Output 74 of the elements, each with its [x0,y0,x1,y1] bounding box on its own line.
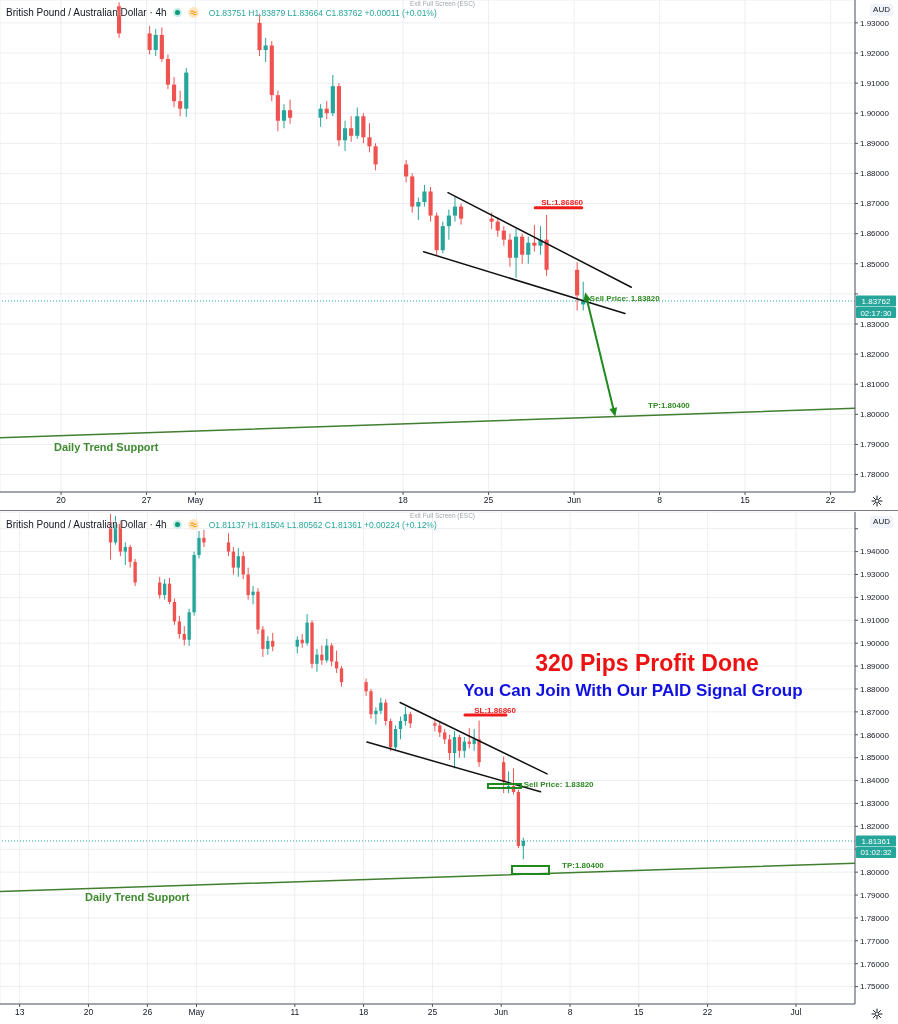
x-tick-label: 22 [825,495,836,506]
y-tick-label: 1.93000 [860,18,890,28]
y-axis-title: AUD [873,517,890,526]
y-tick-label: 1.82000 [860,349,890,359]
x-tick-label: Jul [790,1007,802,1018]
x-tick-label: May [187,495,205,506]
y-tick-label: 1.87000 [860,199,890,209]
x-tick-label: 27 [141,495,152,506]
ref-line-label: 1.83762 [861,296,892,306]
y-tick-label: 1.81000 [860,380,890,390]
y-tick-label: 1.89000 [860,139,890,149]
x-tick-label: 13 [14,1007,25,1018]
y-tick-label: 1.76000 [860,959,890,969]
y-tick-label: 1.80000 [860,410,890,420]
y-tick-label: 1.78000 [860,470,890,480]
y-tick-label: 1.75000 [860,982,890,992]
y-tick-label: 1.82000 [860,822,890,832]
y-axis-title: AUD [873,5,890,14]
y-tick-label: 1.85000 [860,753,890,763]
x-tick-label: 22 [702,1007,713,1018]
x-tick-label: 20 [56,495,67,506]
y-tick-label: 1.91000 [860,78,890,88]
y-tick-label: 1.88000 [860,684,890,694]
text: 02:17:30 [860,308,893,318]
y-tick-label: 1.83000 [860,799,890,809]
y-tick-label: 1.88000 [860,169,890,179]
y-tick-label: 1.89000 [860,661,890,671]
y-tick-label: 1.79000 [860,440,890,450]
y-tick-label: 1.87000 [860,707,890,717]
y-tick-label: 1.84000 [860,776,890,786]
x-tick-label: 11 [313,495,323,506]
y-tick-label: 1.83000 [860,319,890,329]
x-tick-label: 18 [398,495,409,506]
y-tick-label: 1.85000 [860,259,890,269]
x-tick-label: Jun [494,1007,509,1018]
x-tick-label: 15 [740,495,751,506]
annotation: Sell Price: 1.83820 [523,779,595,789]
annotation: Daily Trend Support [85,891,190,903]
x-tick-label: 15 [634,1007,644,1018]
x-tick-label: 25 [427,1007,438,1018]
x-tick-label: 11 [290,1007,300,1018]
x-tick-label: May [188,1007,206,1018]
y-tick-label: 1.94000 [860,547,890,557]
x-tick-label: Jun [567,495,582,506]
annotation: Sell Price: 1.83820 [589,293,661,303]
y-tick-label: 1.78000 [860,913,890,923]
y-tick-label: 1.86000 [860,229,890,239]
x-tick-label: 8 [567,1007,573,1018]
annotation: You Can Join With Our PAID Signal Group [463,681,803,700]
annotation: O1.83751 H1.83879 L1.83664 C1.83762 +0.00011 (+0.01%) [208,7,437,18]
y-tick-label: 1.90000 [860,109,890,119]
ref-line-label: 1.81361 [861,836,892,846]
y-tick-label: 1.77000 [860,936,890,946]
y-tick-label: 1.92000 [860,593,890,603]
y-tick-label: 1.91000 [860,616,890,626]
annotation: O1.81137 H1.81504 L1.80562 C1.81361 +0.00224 (+0.12%) [208,519,437,530]
annotation: TP:1.80400 [562,860,605,870]
x-tick-label: 8 [657,495,663,506]
annotation: SL:1.86860 [541,197,584,207]
y-tick-label: 1.79000 [860,890,890,900]
y-tick-label: 1.90000 [860,639,890,649]
annotation: Daily Trend Support [54,441,159,453]
x-tick-label: 26 [142,1007,153,1018]
y-tick-label: 1.80000 [860,867,890,877]
annotation: TP:1.80400 [648,400,691,410]
text: 01:02:32 [860,847,893,857]
y-tick-label: 1.86000 [860,730,890,740]
x-tick-label: 25 [483,495,494,506]
annotation: 320 Pips Profit Done [535,650,759,676]
x-tick-label: 20 [83,1007,94,1018]
y-tick-label: 1.92000 [860,48,890,58]
y-tick-label: 1.93000 [860,570,890,580]
annotation: SL:1.86860 [474,705,517,715]
x-tick-label: 18 [358,1007,369,1018]
